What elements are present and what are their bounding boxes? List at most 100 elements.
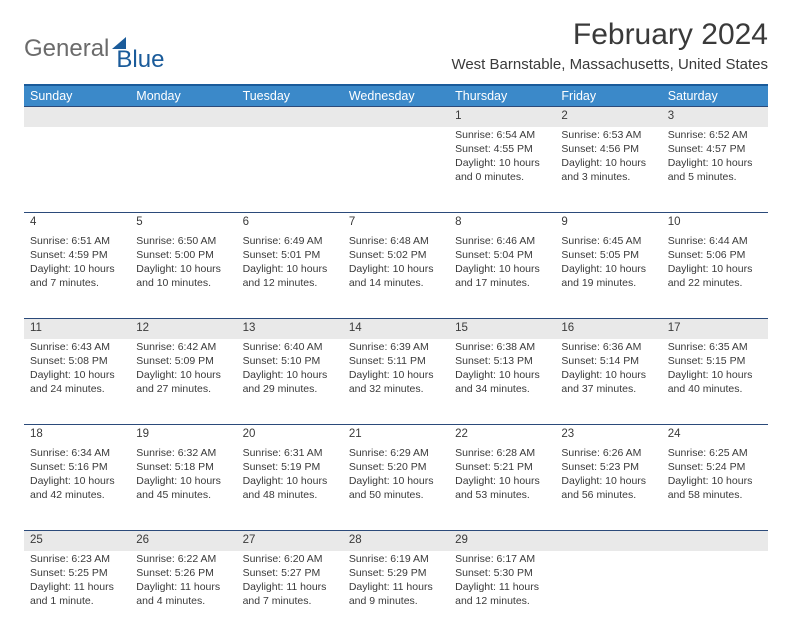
month-title: February 2024 (451, 18, 768, 52)
day-detail-cell: Sunrise: 6:32 AMSunset: 5:18 PMDaylight:… (130, 445, 236, 531)
day-number-row: 18192021222324 (24, 425, 768, 445)
header: General Blue February 2024 West Barnstab… (24, 18, 768, 74)
weekday-header: Friday (555, 85, 661, 107)
daylight-text: Daylight: 11 hours and 4 minutes. (136, 580, 230, 608)
day-number-cell: 20 (237, 425, 343, 445)
day-number-cell: 21 (343, 425, 449, 445)
day-number-cell: 1 (449, 107, 555, 127)
logo-word-2: Blue (116, 46, 164, 74)
daylight-text: Daylight: 10 hours and 50 minutes. (349, 474, 443, 502)
weekday-header: Sunday (24, 85, 130, 107)
sunset-text: Sunset: 4:57 PM (668, 142, 762, 156)
logo-flag-icon (112, 37, 126, 49)
sunset-text: Sunset: 4:59 PM (30, 248, 124, 262)
day-detail-row: Sunrise: 6:43 AMSunset: 5:08 PMDaylight:… (24, 339, 768, 425)
daylight-text: Daylight: 10 hours and 24 minutes. (30, 368, 124, 396)
sunrise-text: Sunrise: 6:26 AM (561, 446, 655, 460)
day-detail-row: Sunrise: 6:34 AMSunset: 5:16 PMDaylight:… (24, 445, 768, 531)
sunrise-text: Sunrise: 6:22 AM (136, 552, 230, 566)
daylight-text: Daylight: 10 hours and 14 minutes. (349, 262, 443, 290)
daylight-text: Daylight: 10 hours and 17 minutes. (455, 262, 549, 290)
sunrise-text: Sunrise: 6:51 AM (30, 234, 124, 248)
sunrise-text: Sunrise: 6:40 AM (243, 340, 337, 354)
day-detail-cell: Sunrise: 6:20 AMSunset: 5:27 PMDaylight:… (237, 551, 343, 637)
day-number-cell: 28 (343, 531, 449, 551)
sunset-text: Sunset: 5:06 PM (668, 248, 762, 262)
day-detail-row: Sunrise: 6:51 AMSunset: 4:59 PM Daylight:… (24, 233, 768, 319)
sunrise-text: Sunrise: 6:23 AM (30, 552, 124, 566)
daylight-text: Daylight: 10 hours and 29 minutes. (243, 368, 337, 396)
sunrise-text: Sunrise: 6:29 AM (349, 446, 443, 460)
sunset-text: Sunset: 5:30 PM (455, 566, 549, 580)
day-detail-cell (130, 127, 236, 213)
day-number-cell: 17 (662, 319, 768, 339)
weekday-header: Wednesday (343, 85, 449, 107)
day-number-cell: 18 (24, 425, 130, 445)
day-number-cell: 16 (555, 319, 661, 339)
day-number-cell: 26 (130, 531, 236, 551)
daylight-text: Daylight: 11 hours and 1 minute. (30, 580, 124, 608)
day-detail-cell: Sunrise: 6:23 AMSunset: 5:25 PMDaylight:… (24, 551, 130, 637)
daylight-text: Daylight: 10 hours and 42 minutes. (30, 474, 124, 502)
sunset-text: Sunset: 5:05 PM (561, 248, 655, 262)
day-detail-cell: Sunrise: 6:39 AMSunset: 5:11 PMDaylight:… (343, 339, 449, 425)
day-detail-cell (24, 127, 130, 213)
day-number-cell (343, 107, 449, 127)
day-number-cell: 7 (343, 213, 449, 233)
sunrise-text: Sunrise: 6:25 AM (668, 446, 762, 460)
day-number-row: 2526272829 (24, 531, 768, 551)
daylight-text: Daylight: 10 hours and 22 minutes. (668, 262, 762, 290)
day-number-cell (237, 107, 343, 127)
day-number-cell: 10 (662, 213, 768, 233)
day-number-cell: 2 (555, 107, 661, 127)
sunset-text: Sunset: 5:19 PM (243, 460, 337, 474)
sunrise-text: Sunrise: 6:39 AM (349, 340, 443, 354)
day-number-cell: 6 (237, 213, 343, 233)
day-detail-cell: Sunrise: 6:25 AMSunset: 5:24 PMDaylight:… (662, 445, 768, 531)
day-detail-cell: Sunrise: 6:17 AMSunset: 5:30 PMDaylight:… (449, 551, 555, 637)
daylight-text: Daylight: 10 hours and 19 minutes. (561, 262, 655, 290)
sunset-text: Sunset: 5:26 PM (136, 566, 230, 580)
daylight-text: Daylight: 10 hours and 45 minutes. (136, 474, 230, 502)
day-detail-cell: Sunrise: 6:45 AMSunset: 5:05 PMDaylight:… (555, 233, 661, 319)
sunrise-text: Sunrise: 6:46 AM (455, 234, 549, 248)
sunset-text: Sunset: 5:18 PM (136, 460, 230, 474)
sunset-text: Sunset: 5:21 PM (455, 460, 549, 474)
day-detail-cell: Sunrise: 6:19 AMSunset: 5:29 PMDaylight:… (343, 551, 449, 637)
sunset-text: Sunset: 5:08 PM (30, 354, 124, 368)
day-detail-cell: Sunrise: 6:26 AMSunset: 5:23 PMDaylight:… (555, 445, 661, 531)
sunrise-text: Sunrise: 6:50 AM (136, 234, 230, 248)
day-detail-cell: Sunrise: 6:50 AMSunset: 5:00 PMDaylight:… (130, 233, 236, 319)
sunset-text: Sunset: 5:23 PM (561, 460, 655, 474)
logo-word-1: General (24, 35, 109, 63)
day-number-cell: 13 (237, 319, 343, 339)
day-detail-cell: Sunrise: 6:43 AMSunset: 5:08 PMDaylight:… (24, 339, 130, 425)
weekday-header-row: Sunday Monday Tuesday Wednesday Thursday… (24, 85, 768, 107)
sunrise-text: Sunrise: 6:52 AM (668, 128, 762, 142)
sunrise-text: Sunrise: 6:20 AM (243, 552, 337, 566)
weekday-header: Thursday (449, 85, 555, 107)
sunrise-text: Sunrise: 6:53 AM (561, 128, 655, 142)
daylight-text: Daylight: 10 hours and 40 minutes. (668, 368, 762, 396)
day-number-cell: 8 (449, 213, 555, 233)
day-number-cell: 5 (130, 213, 236, 233)
day-detail-cell (343, 127, 449, 213)
day-number-cell (662, 531, 768, 551)
sunrise-text: Sunrise: 6:32 AM (136, 446, 230, 460)
daylight-text: Daylight: 10 hours and 5 minutes. (668, 156, 762, 184)
daylight-text: Daylight: 10 hours and 56 minutes. (561, 474, 655, 502)
sunrise-text: Sunrise: 6:48 AM (349, 234, 443, 248)
day-detail-cell: Sunrise: 6:54 AMSunset: 4:55 PMDaylight:… (449, 127, 555, 213)
calendar-table: Sunday Monday Tuesday Wednesday Thursday… (24, 84, 768, 637)
day-detail-cell: Sunrise: 6:40 AMSunset: 5:10 PMDaylight:… (237, 339, 343, 425)
day-number-cell: 12 (130, 319, 236, 339)
day-detail-cell: Sunrise: 6:52 AMSunset: 4:57 PMDaylight:… (662, 127, 768, 213)
day-detail-cell: Sunrise: 6:35 AMSunset: 5:15 PMDaylight:… (662, 339, 768, 425)
day-detail-cell: Sunrise: 6:49 AMSunset: 5:01 PMDaylight:… (237, 233, 343, 319)
sunset-text: Sunset: 5:00 PM (136, 248, 230, 262)
sunset-text: Sunset: 5:09 PM (136, 354, 230, 368)
day-detail-cell: Sunrise: 6:51 AMSunset: 4:59 PMDaylight:… (24, 233, 130, 319)
day-detail-cell: Sunrise: 6:34 AMSunset: 5:16 PMDaylight:… (24, 445, 130, 531)
day-detail-cell: Sunrise: 6:44 AMSunset: 5:06 PMDaylight:… (662, 233, 768, 319)
sunrise-text: Sunrise: 6:54 AM (455, 128, 549, 142)
